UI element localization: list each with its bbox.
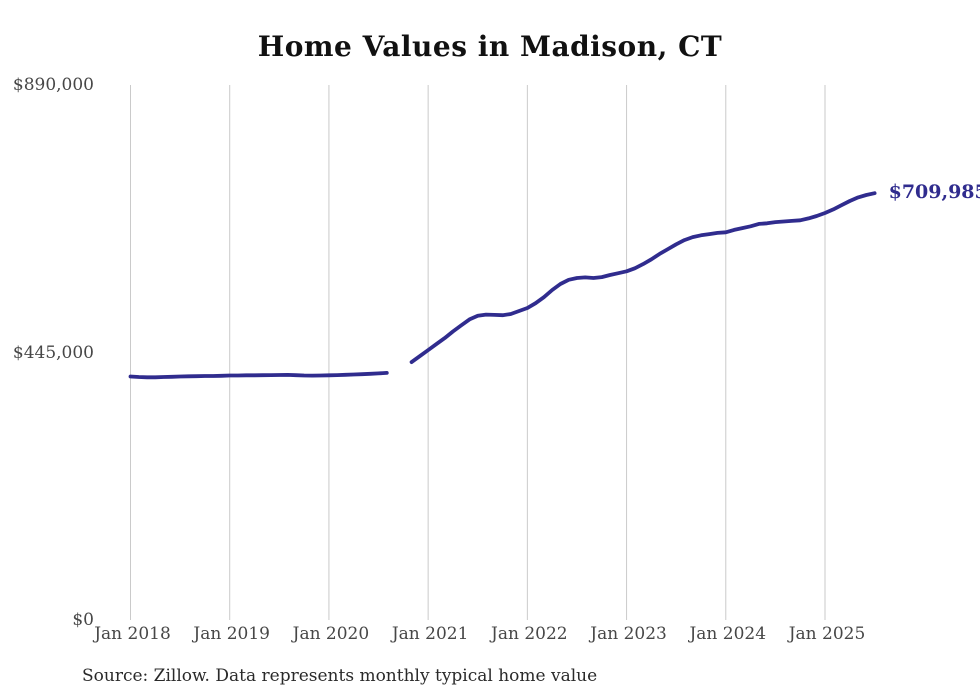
x-axis-tick-label: Jan 2023 [590, 624, 667, 644]
x-axis-tick-label: Jan 2020 [292, 624, 370, 644]
y-axis-tick-label: $0 [72, 610, 94, 630]
latest-value-label: $709,985 [888, 181, 980, 204]
x-axis-tick-label: Jan 2025 [788, 624, 866, 644]
x-axis-tick-label: Jan 2021 [391, 624, 469, 644]
chart-title: Home Values in Madison, CT [257, 30, 723, 63]
x-axis-tick-label: Jan 2019 [193, 624, 270, 644]
y-axis-tick-label: $890,000 [12, 75, 94, 95]
home-value-line [128, 191, 877, 380]
x-axis-tick-label: Jan 2024 [689, 624, 767, 644]
y-axis-tick-label: $445,000 [12, 342, 94, 363]
source-note: Source: Zillow. Data represents monthly … [82, 666, 598, 686]
x-axis-tick-label: Jan 2022 [491, 624, 568, 644]
x-axis-tick-label: Jan 2018 [94, 624, 171, 644]
